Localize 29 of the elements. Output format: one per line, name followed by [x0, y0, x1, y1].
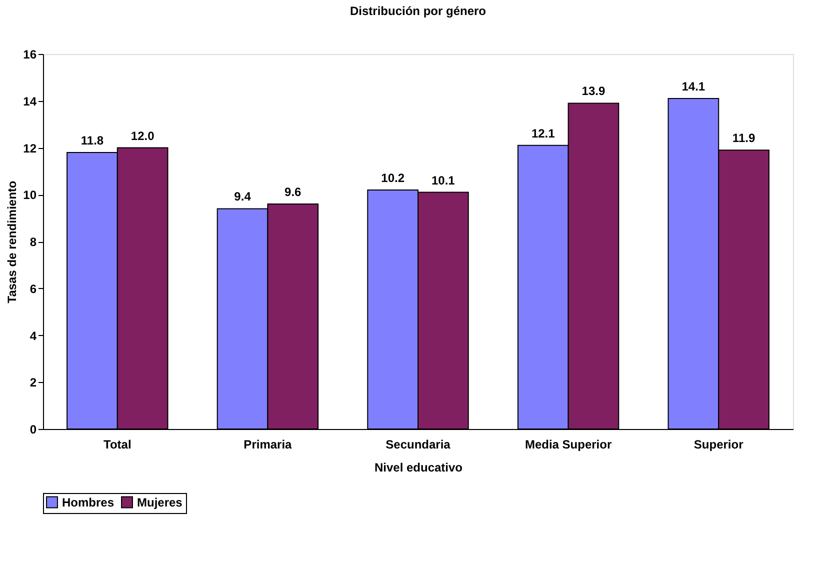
- y-tick-label: 10: [23, 188, 37, 202]
- data-label: 9.4: [234, 190, 252, 204]
- data-label: 14.1: [682, 80, 706, 94]
- y-tick-label: 2: [30, 376, 37, 390]
- y-tick-label: 4: [30, 328, 37, 343]
- y-tick-label: 6: [30, 282, 37, 296]
- x-tick-label: Secundaria: [386, 438, 451, 452]
- x-axis-title: Nivel educativo: [374, 460, 463, 474]
- x-tick-label: Media Superior: [524, 438, 612, 452]
- legend-label: Mujeres: [137, 495, 183, 510]
- data-label: 11.8: [80, 133, 104, 148]
- data-label: 10.1: [431, 173, 456, 188]
- legend-label: Hombres: [62, 495, 114, 510]
- data-label: 12.0: [130, 128, 155, 143]
- data-label: 11.9: [732, 131, 756, 146]
- x-tick-label: Primaria: [244, 438, 292, 452]
- x-tick-label: Total: [104, 438, 132, 452]
- data-label: 12.1: [531, 126, 556, 140]
- y-tick-label: 16: [23, 48, 37, 62]
- data-label: 9.6: [284, 185, 302, 199]
- y-tick-label: 8: [30, 235, 37, 249]
- chart-title: Distribución por género: [350, 4, 486, 18]
- y-tick-label: 0: [30, 422, 37, 436]
- y-tick-label: 14: [23, 94, 37, 108]
- y-tick-label: 12: [23, 141, 37, 156]
- x-tick-label: Superior: [694, 438, 744, 452]
- y-axis-title: Tasas de rendimiento: [5, 180, 20, 304]
- data-label: 13.9: [582, 84, 606, 98]
- data-label: 10.2: [381, 170, 405, 185]
